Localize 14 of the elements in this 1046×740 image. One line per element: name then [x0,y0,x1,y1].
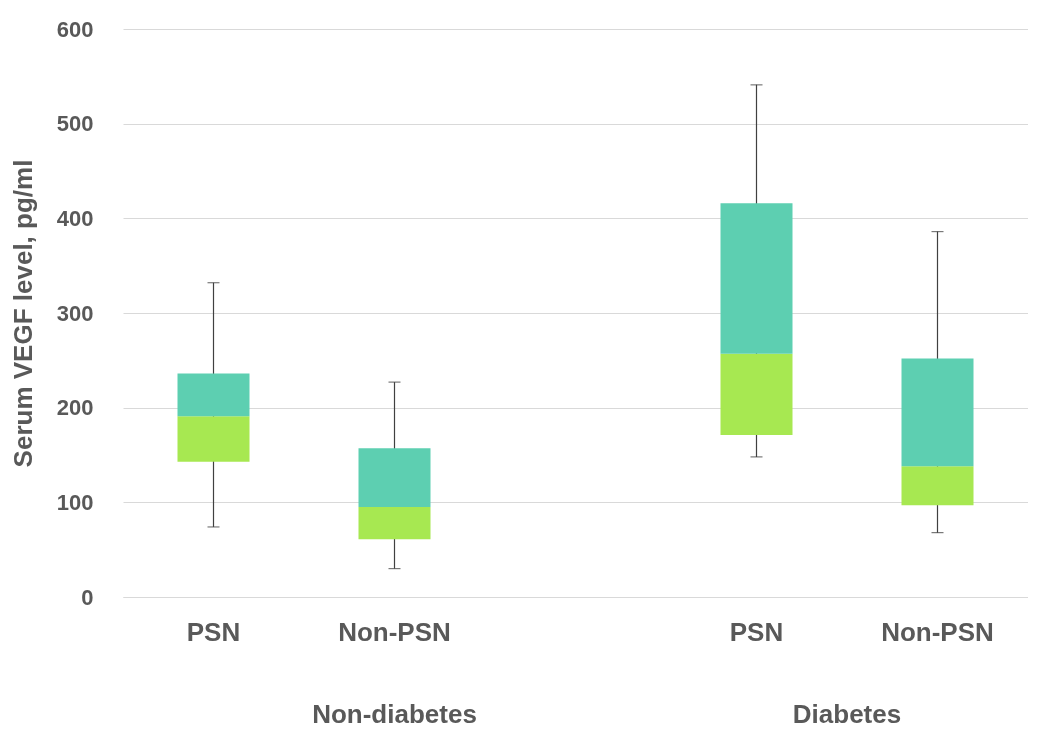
y-tick-label: 200 [56,395,94,421]
x-tick-label: PSN [186,616,241,647]
y-tick-label: 300 [56,300,94,326]
x-tick-label: PSN [729,616,784,647]
y-tick-label: 0 [81,584,94,610]
text: Diabetes [792,699,902,729]
y-tick-label: 500 [56,111,94,137]
y-tick-label: 600 [56,16,94,42]
y-tick-label: 400 [56,205,94,231]
x-tick-label: Non-PSN [881,616,994,647]
text: Non-diabetes [312,699,477,729]
y-tick-label: 100 [56,489,94,515]
x-tick-label: Non-PSN [338,616,451,647]
y-axis-title: Serum VEGF level, pg/ml [7,159,38,468]
